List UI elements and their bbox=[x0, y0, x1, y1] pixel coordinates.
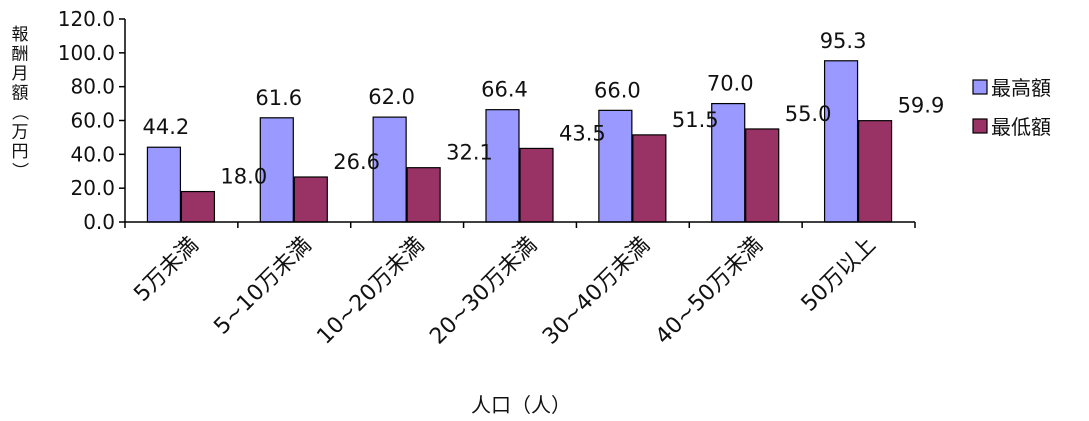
bar-min bbox=[293, 176, 328, 223]
data-label: 43.5 bbox=[559, 121, 606, 145]
y-axis-label-char: （ bbox=[9, 104, 29, 121]
data-label: 26.6 bbox=[333, 150, 380, 174]
data-label: 55.0 bbox=[785, 102, 832, 126]
category-label: 50万以上 bbox=[797, 233, 881, 317]
y-axis-label-char: 月 bbox=[12, 64, 29, 84]
legend-swatch bbox=[972, 118, 988, 134]
y-axis-label-char: ） bbox=[9, 162, 29, 179]
bar-min bbox=[180, 190, 216, 223]
bar-max bbox=[598, 109, 633, 223]
y-axis-label-char: 酬 bbox=[12, 45, 29, 65]
data-label: 62.0 bbox=[368, 85, 415, 109]
category-label: 20~30万未満 bbox=[425, 233, 542, 350]
data-label: 51.5 bbox=[672, 108, 719, 132]
y-axis-label-char: 報 bbox=[12, 25, 29, 45]
data-label: 66.4 bbox=[481, 78, 528, 102]
bar-max bbox=[146, 146, 182, 223]
category-labels: 5万未満 5~10万未満10~20万未満20~30万未満30~40万未満40~50… bbox=[129, 233, 880, 350]
bar-max bbox=[259, 117, 294, 223]
y-tick-label: 120.0 bbox=[58, 7, 115, 31]
data-label: 44.2 bbox=[143, 115, 190, 139]
bar-min bbox=[519, 147, 554, 223]
category-label: 30~40万未満 bbox=[538, 233, 655, 350]
data-label: 18.0 bbox=[220, 165, 267, 189]
bar-max bbox=[485, 109, 520, 223]
legend-label: 最低額 bbox=[991, 115, 1051, 139]
y-tick-label: 20.0 bbox=[70, 176, 115, 200]
bars bbox=[146, 60, 893, 223]
y-axis-label-char: 円 bbox=[12, 142, 29, 162]
data-label: 61.6 bbox=[255, 86, 302, 110]
x-axis-ticks bbox=[124, 222, 916, 228]
bar-min bbox=[406, 167, 441, 223]
x-axis-label: 人口（人） bbox=[471, 393, 571, 417]
y-tick-label: 40.0 bbox=[70, 142, 115, 166]
category-label: 40~50万未満 bbox=[651, 233, 768, 350]
data-label: 59.9 bbox=[898, 94, 945, 118]
legend-label: 最高額 bbox=[991, 76, 1051, 100]
bar-max bbox=[711, 102, 746, 223]
y-axis-label-char: 額 bbox=[12, 84, 29, 104]
legend-swatch bbox=[972, 79, 988, 95]
bar-max bbox=[372, 116, 407, 223]
y-tick-label: 100.0 bbox=[58, 41, 115, 65]
category-label: 5万未満 bbox=[129, 233, 203, 307]
y-axis-label-char: 万 bbox=[12, 123, 29, 143]
data-label: 70.0 bbox=[707, 72, 754, 96]
bar-min bbox=[857, 120, 893, 223]
category-label: 5~10万未満 bbox=[209, 233, 316, 340]
y-tick-label: 0.0 bbox=[83, 210, 115, 234]
y-tick-label: 60.0 bbox=[70, 109, 115, 133]
y-axis-ticks: 0.0 20.0 40.0 60.0 80.0 100.0 120.0 bbox=[58, 7, 125, 234]
data-labels: 44.2 61.6 62.0 66.4 66.0 70.0 95.3 18.0 26.6 32.1… bbox=[143, 29, 945, 189]
bar-min bbox=[745, 128, 780, 223]
bar-max bbox=[823, 60, 859, 223]
data-label: 95.3 bbox=[820, 29, 867, 53]
bar-min bbox=[632, 134, 667, 223]
y-tick-label: 80.0 bbox=[70, 75, 115, 99]
data-label: 66.0 bbox=[594, 78, 641, 102]
data-label: 32.1 bbox=[446, 141, 493, 165]
category-label: 10~20万未満 bbox=[312, 233, 429, 350]
